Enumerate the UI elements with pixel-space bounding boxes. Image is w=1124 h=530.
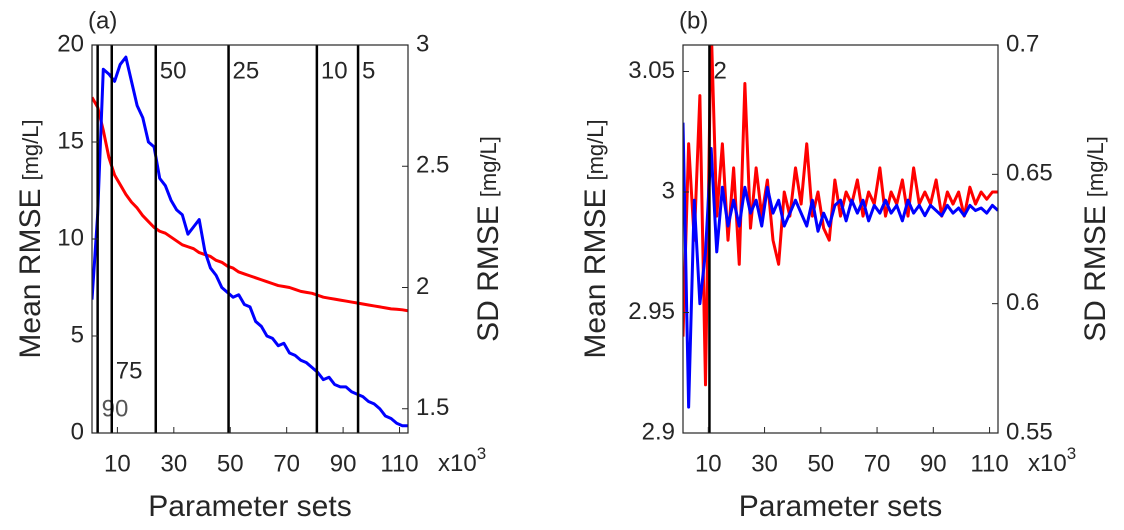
y-tick-label: 3.05 (628, 57, 675, 84)
y2-axis-label-name: SD RMSE (472, 205, 505, 342)
y-tick-label: 10 (57, 224, 84, 251)
y2-axis-label-unit: [mg/L] (476, 136, 501, 197)
x-tick-label: 30 (751, 450, 778, 477)
x-multiplier-exp: 3 (477, 444, 486, 463)
y2-axis-label-name: SD RMSE (1079, 205, 1112, 342)
series-line (683, 122, 998, 409)
y2-axis-label-unit: [mg/L] (1083, 136, 1108, 197)
x-tick-label: 110 (380, 450, 418, 477)
series-line (683, 45, 998, 387)
vertical-line-label: 5 (362, 57, 375, 84)
y2-tick-label: 0.7 (1006, 30, 1039, 57)
x-multiplier-base: x10 (1028, 450, 1067, 477)
y-tick-label: 2.95 (628, 298, 675, 325)
y2-tick-label: 0.55 (1006, 418, 1053, 445)
y-tick-label: 0 (71, 418, 84, 445)
x-axis-label: Parameter sets (739, 490, 942, 523)
y-axis-label: Mean RMSE [mg/L] (579, 119, 612, 358)
vertical-line-label: 75 (116, 357, 143, 384)
x-tick-label: 90 (920, 450, 947, 477)
x-multiplier-base: x10 (438, 450, 477, 477)
y-tick-label: 3 (662, 177, 675, 204)
x-tick-label: 10 (695, 450, 722, 477)
x-tick-label: 50 (807, 450, 834, 477)
vertical-line-label: 2 (713, 57, 726, 84)
x-multiplier: x103 (438, 444, 486, 477)
vertical-line-label: 25 (233, 57, 260, 84)
vertical-line-label: 50 (160, 57, 187, 84)
y2-tick-label: 0.6 (1006, 289, 1039, 316)
y-axis-label-name: Mean RMSE (14, 189, 47, 359)
y-tick-label: 2.9 (642, 418, 675, 445)
axes-frame (682, 44, 999, 434)
plot-area (683, 45, 998, 409)
x-tick-label: 50 (217, 450, 244, 477)
vertical-line-label: 90 (102, 395, 129, 422)
y-tick-label: 15 (57, 127, 84, 154)
panel-label: (b) (679, 7, 708, 34)
y2-tick-label: 2 (416, 273, 429, 300)
plot-area (92, 55, 408, 428)
y2-axis-label: SD RMSE [mg/L] (1079, 136, 1112, 342)
y2-tick-label: 1.5 (416, 394, 449, 421)
y-axis-label-unit: [mg/L] (18, 119, 43, 180)
y-axis-label: Mean RMSE [mg/L] (14, 119, 47, 358)
x-tick-label: 10 (104, 450, 131, 477)
x-axis-label: Parameter sets (148, 490, 351, 523)
x-tick-label: 30 (160, 450, 187, 477)
y-axis-label-name: Mean RMSE (579, 189, 612, 359)
series-line (92, 96, 408, 313)
x-tick-label: 70 (864, 450, 891, 477)
x-tick-label: 90 (330, 450, 357, 477)
x-tick-label: 110 (970, 450, 1008, 477)
y-tick-label: 20 (57, 30, 84, 57)
y-tick-label: 5 (71, 321, 84, 348)
vertical-line-label: 10 (321, 57, 348, 84)
y2-axis-label: SD RMSE [mg/L] (472, 136, 505, 342)
y-axis-label-unit: [mg/L] (583, 119, 608, 180)
panel-label: (a) (88, 7, 117, 34)
x-multiplier: x103 (1028, 444, 1076, 477)
series-line (92, 55, 408, 428)
y2-tick-label: 0.65 (1006, 160, 1053, 187)
x-multiplier-exp: 3 (1067, 444, 1076, 463)
x-tick-label: 70 (273, 450, 300, 477)
y2-tick-label: 2.5 (416, 152, 449, 179)
y2-tick-label: 3 (416, 30, 429, 57)
